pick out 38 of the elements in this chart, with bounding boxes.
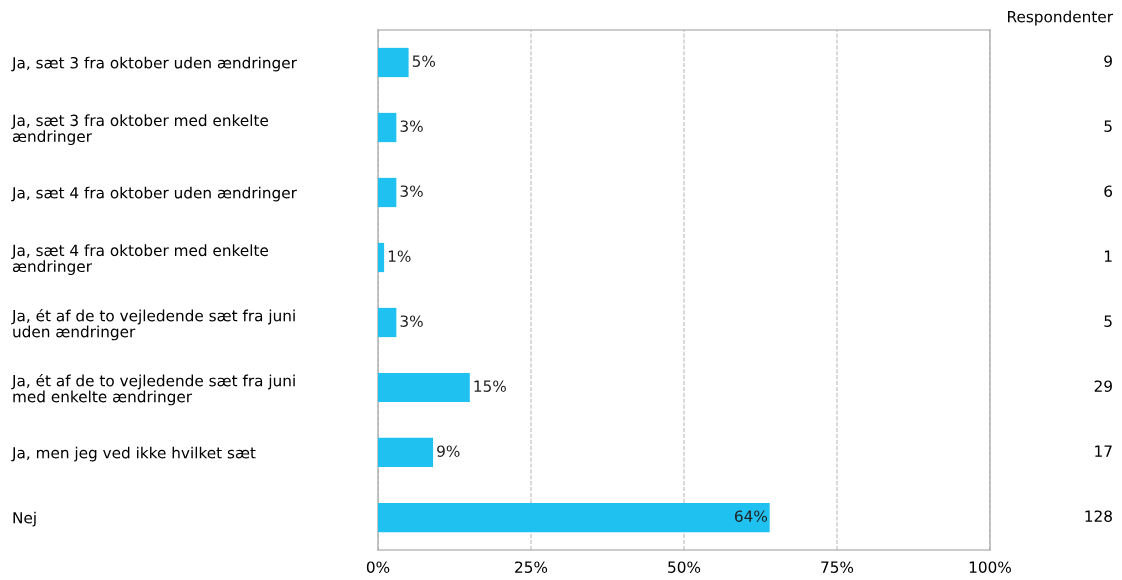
x-tick-label: 50% [668,561,701,573]
bar [378,242,385,273]
y-tick-label: Ja, sæt 3 fra oktober uden ændringer [11,56,297,72]
y-tick-label: Ja, men jeg ved ikke hvilket sæt [11,446,256,462]
text: 17 [1095,445,1112,457]
data-label: 1% [388,250,411,262]
text: 1 [1104,250,1112,262]
text: 6 [1104,185,1113,197]
x-tick-label: 25% [515,561,548,573]
bar [378,502,770,533]
text: 5 [1104,120,1112,132]
text: 9 [1104,55,1112,67]
bar [378,372,470,403]
text: 128 [1085,510,1112,522]
y-tick-label: Ja, ét af de to vejledende sæt fra juni med enkelte ændringer [11,374,295,406]
data-label: 3% [400,315,423,327]
y-tick-label: Ja, ét af de to vejledende sæt fra juni uden ændringer [11,309,295,341]
data-label: 5% [412,55,436,67]
bar [378,307,397,338]
y-tick-label: Ja, sæt 4 fra oktober med enkelte ændringer [11,244,269,276]
bar [378,112,397,143]
text: 29 [1094,380,1112,392]
data-label: 9% [437,445,460,457]
data-label: 3% [400,185,423,197]
data-label: 15% [474,380,506,392]
bar [378,437,434,468]
bar [378,177,397,208]
text: Respondenter [1008,10,1113,26]
y-tick-label: Nej [13,511,36,527]
y-tick-label: Ja, sæt 3 fra oktober med enkelte ændringer [11,114,269,146]
text: 5 [1104,315,1112,327]
bar [378,47,409,78]
x-tick-label: 100% [969,561,1011,573]
y-tick-label: Ja, sæt 4 fra oktober uden ændringer [11,186,297,202]
x-tick-label: 0% [366,561,390,573]
x-tick-label: 75% [821,561,854,573]
data-label: 64% [734,510,767,522]
data-label: 3% [400,120,423,132]
